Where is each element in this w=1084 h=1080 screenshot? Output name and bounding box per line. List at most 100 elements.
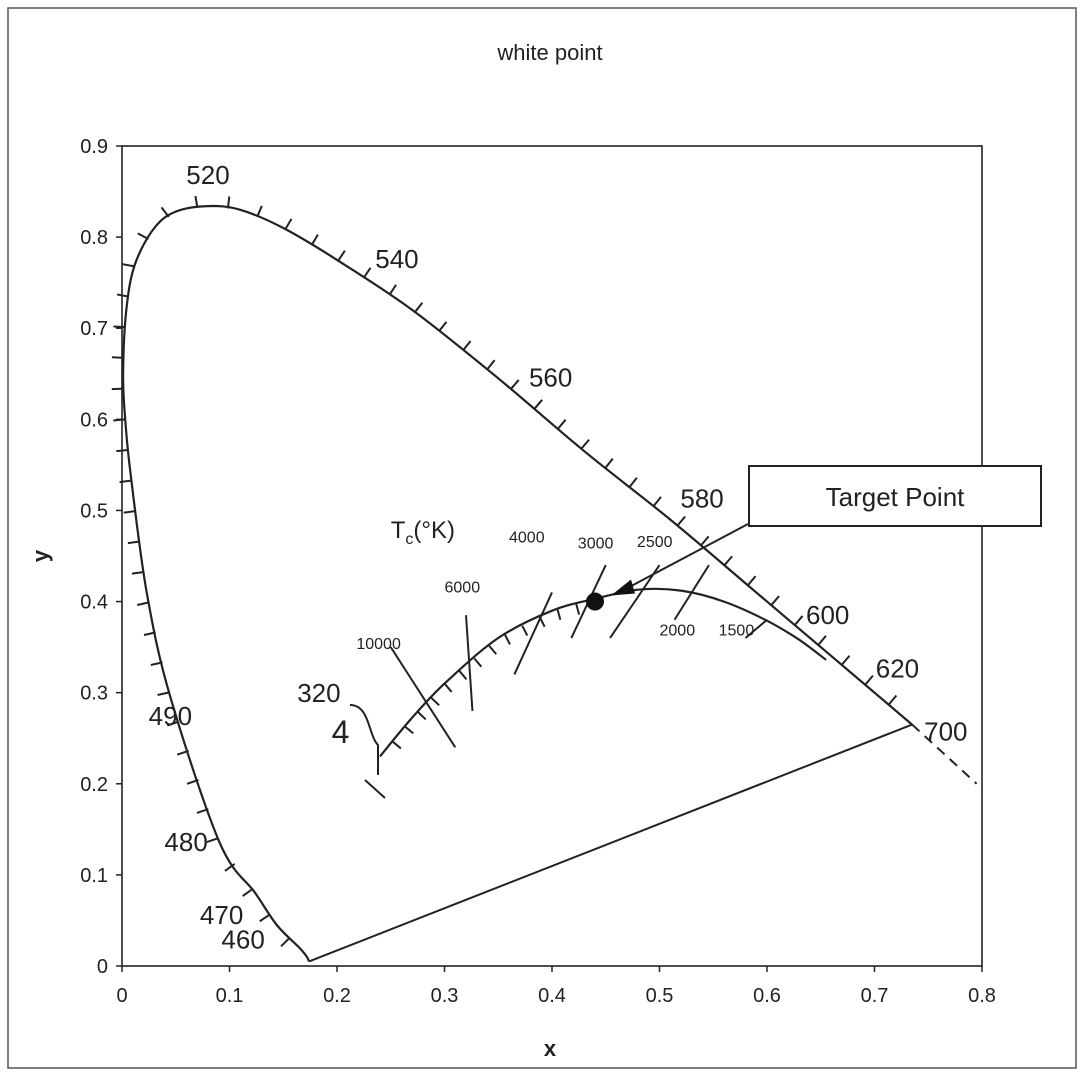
- planckian-tick: [521, 625, 529, 637]
- isotherm-label-10000: 10000: [356, 636, 401, 653]
- x-tick-label: 0: [116, 985, 127, 1007]
- isotherm-1500: [744, 619, 768, 639]
- purple-line: [308, 723, 913, 963]
- wavelength-tick: [604, 457, 614, 469]
- wavelength-tick: [157, 691, 170, 697]
- isotherm-label-2500: 2500: [637, 534, 673, 551]
- wavelength-tick: [150, 661, 163, 666]
- wavelength-tick: [652, 496, 662, 507]
- annotation-arrowhead: [611, 579, 635, 596]
- planckian-tick: [430, 696, 440, 706]
- planckian-end-tick: [364, 779, 386, 799]
- annotation-arrow-line: [616, 523, 749, 595]
- planckian-tick: [488, 645, 497, 655]
- wavelength-label-490: 490: [149, 701, 192, 731]
- planckian-tick: [556, 608, 562, 621]
- wavelength-tick: [143, 631, 156, 636]
- y-tick-label: 0.9: [80, 136, 108, 158]
- y-tick-label: 0.1: [80, 865, 108, 887]
- isotherm-4000: [513, 592, 553, 675]
- wavelength-tick: [119, 479, 132, 484]
- wavelength-tick: [887, 694, 898, 706]
- wavelength-tick: [462, 340, 472, 351]
- wavelength-label-580: 580: [680, 484, 723, 514]
- wavelength-tick: [557, 419, 567, 430]
- wavelength-label-480: 480: [164, 827, 207, 857]
- tc-label-subscript: c: [405, 531, 413, 548]
- wavelength-tick: [196, 808, 209, 814]
- x-axis-label: x: [544, 1036, 557, 1061]
- wavelength-tick: [628, 477, 638, 488]
- wavelength-tick: [113, 418, 126, 422]
- wavelength-tick: [137, 601, 150, 606]
- figure-border: [7, 7, 1077, 1069]
- extra-label-leader: [349, 704, 379, 775]
- x-tick-label: 0.5: [646, 985, 674, 1007]
- x-tick-label: 0.7: [861, 985, 889, 1007]
- extrapolation-line: [911, 723, 978, 785]
- y-tick-label: 0.4: [80, 592, 108, 614]
- wavelength-tick: [676, 515, 686, 527]
- annotation-box: [748, 465, 1042, 527]
- wavelength-tick: [226, 196, 231, 209]
- wavelength-tick: [259, 913, 271, 923]
- planckian-tick: [473, 657, 483, 668]
- planckian-tick: [417, 711, 427, 721]
- wavelength-tick: [533, 399, 543, 410]
- tc-label-suffix: (°K): [413, 517, 455, 544]
- extra-label-4: 4: [332, 714, 350, 750]
- wavelength-tick: [176, 749, 189, 756]
- wavelength-tick: [127, 540, 140, 545]
- tc-label: Tc(°K): [391, 517, 455, 548]
- wavelength-label-600: 600: [806, 600, 849, 630]
- wavelength-tick: [840, 655, 851, 666]
- y-tick-label: 0: [97, 956, 108, 978]
- isotherm-label-2000: 2000: [660, 622, 696, 639]
- wavelength-tick: [113, 325, 126, 329]
- wavelength-tick: [817, 635, 827, 646]
- wavelength-tick: [160, 206, 170, 218]
- wavelength-tick: [438, 321, 448, 332]
- x-tick-label: 0.6: [753, 985, 781, 1007]
- y-tick-label: 0.6: [80, 409, 108, 431]
- wavelength-tick: [131, 571, 145, 575]
- isotherm-6000: [465, 615, 474, 711]
- x-tick-label: 0.8: [968, 985, 996, 1007]
- wavelength-label-470: 470: [200, 900, 243, 930]
- planckian-tick: [504, 634, 511, 645]
- wavelength-tick: [242, 888, 254, 897]
- wavelength-tick: [206, 837, 219, 844]
- wavelength-tick: [280, 937, 291, 948]
- planckian-tick: [458, 670, 468, 680]
- wavelength-label-700: 700: [924, 717, 967, 747]
- wavelength-tick: [864, 674, 874, 686]
- isotherm-2000: [673, 564, 710, 621]
- wavelength-tick: [122, 263, 135, 268]
- y-tick-label: 0.8: [80, 227, 108, 249]
- wavelength-label-560: 560: [529, 363, 572, 393]
- wavelength-label-460: 460: [221, 925, 264, 955]
- tc-label-base: T: [391, 517, 406, 544]
- wavelength-tick: [337, 250, 346, 262]
- wavelength-label-620: 620: [876, 654, 919, 684]
- wavelength-tick: [723, 555, 733, 567]
- wavelength-tick: [284, 218, 293, 230]
- x-tick-label: 0.3: [431, 985, 459, 1007]
- x-tick-label: 0.4: [538, 985, 566, 1007]
- y-axis-label: y: [28, 549, 53, 562]
- wavelength-tick: [486, 359, 496, 371]
- planckian-tick: [404, 725, 414, 735]
- y-tick-label: 0.2: [80, 774, 108, 796]
- y-tick-label: 0.3: [80, 683, 108, 705]
- x-tick-label: 0.2: [323, 985, 351, 1007]
- wavelength-tick: [362, 267, 372, 279]
- y-axis: 0 0.1 0.2 0.3 0.4 0.5 0.6 0.7 0.8 0.9: [80, 136, 122, 978]
- x-tick-label: 0.1: [216, 985, 244, 1007]
- wavelength-tick: [700, 535, 710, 547]
- wavelength-tick: [747, 575, 757, 586]
- y-tick-label: 0.5: [80, 500, 108, 522]
- extra-label-320: 320: [297, 678, 340, 708]
- wavelength-tick: [137, 232, 149, 240]
